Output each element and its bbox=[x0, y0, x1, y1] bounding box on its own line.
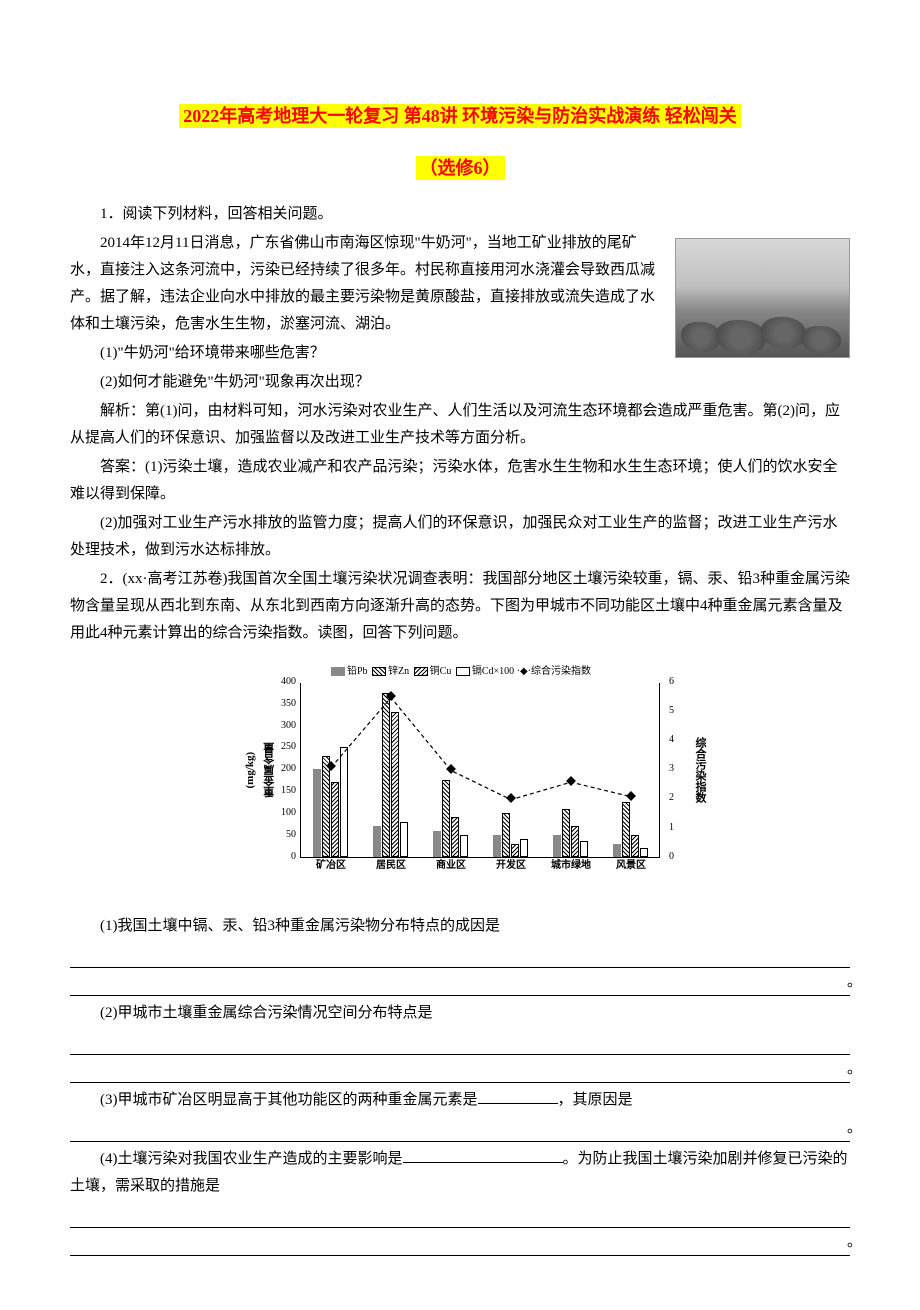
ytick-right: 2 bbox=[669, 789, 674, 807]
legend-idx: 综合污染指数 bbox=[531, 666, 591, 677]
bar-cd bbox=[640, 848, 648, 857]
legend-pb: 铅Pb bbox=[347, 666, 368, 677]
ytick-left: 250 bbox=[271, 738, 296, 756]
ytick-left: 300 bbox=[271, 717, 296, 735]
main-title: 2022年高考地理大一轮复习 第48讲 环境污染与防治实战演练 轻松闯关 bbox=[179, 104, 741, 128]
xtick: 开发区 bbox=[496, 857, 526, 875]
q2-sub3-text: (3)甲城市矿冶区明显高于其他功能区的两种重金属元素是 bbox=[100, 1092, 478, 1108]
q2-sub1: (1)我国土壤中镉、汞、铅3种重金属污染物分布特点的成因是 bbox=[70, 913, 850, 940]
bar-pb bbox=[433, 831, 441, 857]
ytick-right: 3 bbox=[669, 760, 674, 778]
xtick: 商业区 bbox=[436, 857, 466, 875]
q2-sub4: (4)土壤污染对我国农业生产造成的主要影响是。为防止我国土壤污染加剧并修复已污染… bbox=[70, 1146, 850, 1200]
ytick-right: 4 bbox=[669, 731, 674, 749]
index-point bbox=[626, 791, 636, 801]
blank-line bbox=[70, 1118, 850, 1142]
period: 。 bbox=[847, 969, 862, 996]
blank-line bbox=[70, 972, 850, 996]
q2-sub3-suffix: ，其原因是 bbox=[558, 1092, 633, 1108]
bar-zn bbox=[622, 802, 630, 857]
bar-zn bbox=[442, 780, 450, 857]
chart-container: 铅Pb 锌Zn 铜Cu 镉Cd×100 ·◆·综合污染指数 重金属含量(mg/k… bbox=[70, 657, 850, 903]
ytick-right: 1 bbox=[669, 819, 674, 837]
bar-cd bbox=[400, 822, 408, 857]
bar-zn bbox=[562, 809, 570, 857]
q2-prompt: 2．(xx·高考江苏卷)我国首次全国土壤污染状况调查表明：我国部分地区土壤污染较… bbox=[70, 566, 850, 647]
legend-cu: 铜Cu bbox=[430, 666, 452, 677]
bar-cu bbox=[391, 712, 399, 856]
ytick-left: 0 bbox=[271, 848, 296, 866]
q1-answer1: 答案：(1)污染土壤，造成农业减产和农产品污染；污染水体，危害水生生物和水生生态… bbox=[70, 454, 850, 508]
period: 。 bbox=[847, 1229, 862, 1256]
bar-zn bbox=[382, 693, 390, 857]
bar-cu bbox=[511, 844, 519, 857]
blank-inline bbox=[403, 1162, 563, 1163]
blank-line bbox=[70, 1232, 850, 1256]
xtick: 风景区 bbox=[616, 857, 646, 875]
subtitle: （选修6） bbox=[416, 156, 505, 180]
subtitle-wrapper: （选修6） bbox=[70, 152, 850, 184]
bar-pb bbox=[373, 826, 381, 857]
ytick-left: 50 bbox=[271, 826, 296, 844]
index-point bbox=[446, 764, 456, 774]
ytick-left: 350 bbox=[271, 695, 296, 713]
bar-cd bbox=[520, 839, 528, 857]
index-point bbox=[566, 776, 576, 786]
q2-sub2: (2)甲城市土壤重金属综合污染情况空间分布特点是 bbox=[70, 1000, 850, 1027]
bar-cu bbox=[331, 782, 339, 856]
q1-sub2: (2)如何才能避免"牛奶河"现象再次出现？ bbox=[70, 369, 850, 396]
q2-sub4-text: (4)土壤污染对我国农业生产造成的主要影响是 bbox=[100, 1151, 403, 1167]
ytick-right: 0 bbox=[669, 848, 674, 866]
q1-analysis: 解析：第(1)问，由材料可知，河水污染对农业生产、人们生活以及河流生态环境都会造… bbox=[70, 398, 850, 452]
bar-cd bbox=[580, 841, 588, 856]
blank-line bbox=[70, 944, 850, 968]
ytick-right: 6 bbox=[669, 673, 674, 691]
bar-cu bbox=[631, 835, 639, 857]
period: 。 bbox=[847, 1056, 862, 1083]
chart-plot: 重金属含量(mg/kg) 综合污染指数 05010015020025030035… bbox=[300, 683, 660, 858]
ytick-left: 200 bbox=[271, 760, 296, 778]
index-point bbox=[506, 794, 516, 804]
river-photo bbox=[675, 238, 850, 358]
ytick-left: 400 bbox=[271, 673, 296, 691]
legend-cd: 镉Cd×100 bbox=[472, 666, 514, 677]
y-axis-right-label: 综合污染指数 bbox=[689, 737, 709, 803]
blank-line bbox=[70, 1059, 850, 1083]
bar-zn bbox=[502, 813, 510, 857]
bar-pb bbox=[553, 835, 561, 857]
bar-cu bbox=[451, 817, 459, 856]
blank-inline bbox=[478, 1103, 558, 1104]
title-wrapper: 2022年高考地理大一轮复习 第48讲 环境污染与防治实战演练 轻松闯关 bbox=[70, 100, 850, 132]
q1-answer2: (2)加强对工业生产污水排放的监管力度；提高人们的环保意识，加强民众对工业生产的… bbox=[70, 510, 850, 564]
ytick-left: 150 bbox=[271, 782, 296, 800]
xtick: 城市绿地 bbox=[551, 857, 591, 875]
bar-cd bbox=[340, 747, 348, 856]
legend-zn: 锌Zn bbox=[388, 666, 409, 677]
bar-pb bbox=[313, 769, 321, 857]
ytick-left: 100 bbox=[271, 804, 296, 822]
bar-pb bbox=[613, 844, 621, 857]
blank-line bbox=[70, 1031, 850, 1055]
bar-cu bbox=[571, 826, 579, 857]
bar-pb bbox=[493, 835, 501, 857]
q1-prompt: 1．阅读下列材料，回答相关问题。 bbox=[70, 201, 850, 228]
bar-cd bbox=[460, 835, 468, 857]
bar-zn bbox=[322, 756, 330, 857]
xtick: 居民区 bbox=[376, 857, 406, 875]
blank-line bbox=[70, 1204, 850, 1228]
index-line bbox=[301, 683, 661, 858]
q2-sub3: (3)甲城市矿冶区明显高于其他功能区的两种重金属元素是 ，其原因是 bbox=[70, 1087, 850, 1114]
period: 。 bbox=[847, 1115, 862, 1142]
ytick-right: 5 bbox=[669, 702, 674, 720]
xtick: 矿冶区 bbox=[316, 857, 346, 875]
